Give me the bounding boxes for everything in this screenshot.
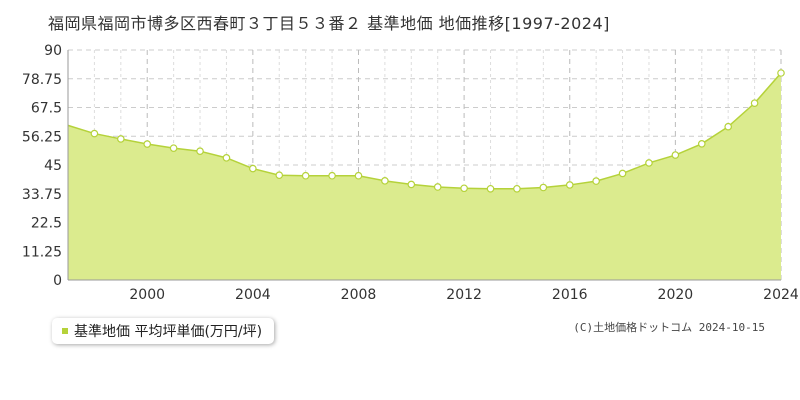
x-tick-label: 2016 xyxy=(552,287,588,303)
y-tick-label: 11.25 xyxy=(22,244,62,260)
area-fill xyxy=(68,73,781,280)
data-point xyxy=(433,183,442,191)
x-tick-label: 2020 xyxy=(658,287,694,303)
data-point xyxy=(697,139,706,148)
y-tick-label: 90 xyxy=(44,43,62,59)
data-point xyxy=(460,184,468,193)
data-point xyxy=(90,129,99,138)
data-point xyxy=(724,122,732,131)
data-point xyxy=(618,169,627,178)
x-tick-label: 2004 xyxy=(235,287,271,303)
data-point xyxy=(328,171,336,180)
x-tick-label: 2012 xyxy=(446,287,482,303)
data-point xyxy=(169,144,178,152)
data-point xyxy=(539,183,548,192)
data-point xyxy=(143,140,152,148)
chart-title: 福岡県福岡市博多区西春町３丁目５３番２ 基準地価 地価推移[1997-2024] xyxy=(48,14,610,33)
data-point xyxy=(354,171,363,180)
data-point xyxy=(486,184,495,193)
data-point xyxy=(275,171,284,180)
area-series xyxy=(67,72,782,280)
data-point xyxy=(645,159,653,167)
data-point xyxy=(301,171,310,180)
data-point xyxy=(777,69,785,77)
y-tick-label: 0 xyxy=(53,273,62,289)
legend-label: 基準地価 平均坪単価(万円/坪) xyxy=(74,324,263,340)
data-point xyxy=(196,147,204,156)
data-point xyxy=(671,151,680,159)
data-point xyxy=(565,181,574,189)
data-point xyxy=(222,154,231,162)
data-point xyxy=(407,180,416,189)
y-tick-label: 67.5 xyxy=(31,101,62,117)
x-tick-label: 2000 xyxy=(129,287,165,303)
legend-swatch xyxy=(62,328,68,334)
y-tick-label: 22.5 xyxy=(31,216,62,232)
y-tick-label: 56.25 xyxy=(22,129,62,145)
y-tick-label: 33.75 xyxy=(22,187,62,203)
legend: 基準地価 平均坪単価(万円/坪) xyxy=(52,318,275,344)
y-tick-label: 78.75 xyxy=(22,72,62,88)
data-point xyxy=(249,164,257,173)
x-tick-label: 2008 xyxy=(341,287,377,303)
axes: 0 11.25 22.5 33.75 45 56.25 67.5 78.75 90 2000 200… xyxy=(22,43,799,303)
data-point xyxy=(750,99,759,107)
data-point xyxy=(592,177,600,185)
data-markers xyxy=(90,69,785,193)
data-point xyxy=(381,177,389,185)
y-tick-label: 45 xyxy=(44,158,62,174)
data-point xyxy=(513,184,521,193)
series-line xyxy=(67,72,782,190)
copyright-text: (C)土地価格ドットコム 2024-10-15 xyxy=(573,321,765,334)
data-point xyxy=(117,135,125,143)
x-tick-label: 2024 xyxy=(763,287,799,303)
